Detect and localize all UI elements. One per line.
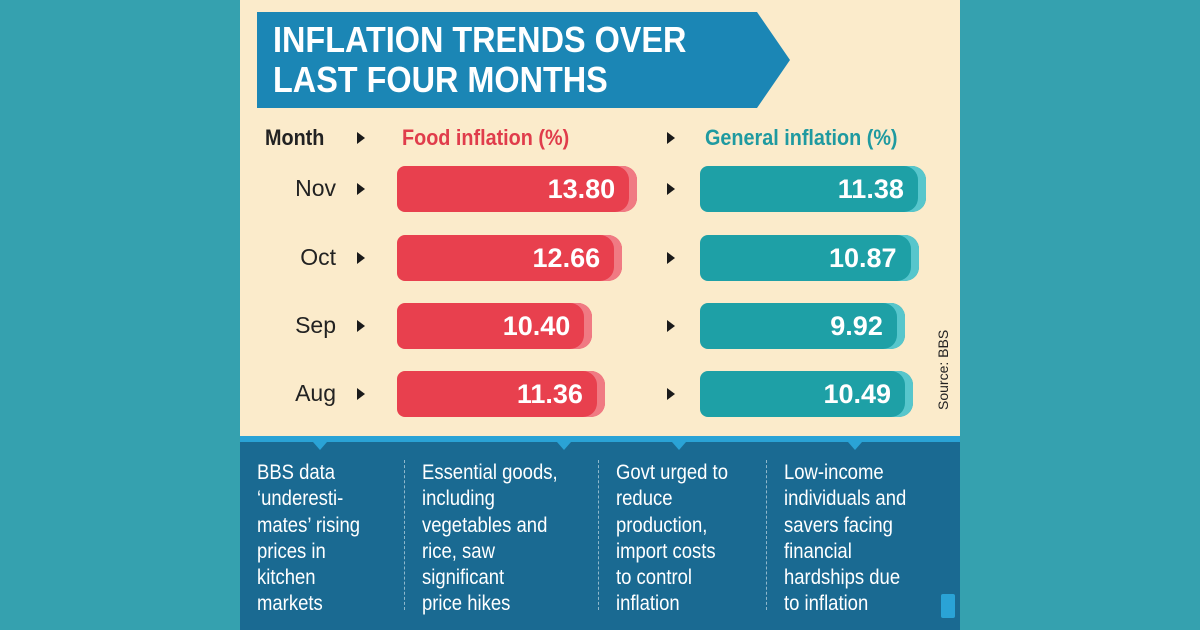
divider xyxy=(598,460,599,610)
food-inflation-bar: 13.80 xyxy=(397,166,638,212)
arrow-icon xyxy=(357,320,365,332)
month-label: Aug xyxy=(295,380,336,406)
pointer-icon xyxy=(672,442,686,450)
arrow-icon xyxy=(667,388,675,400)
food-inflation-bar: 11.36 xyxy=(397,371,605,417)
arrow-icon xyxy=(357,388,365,400)
arrow-icon xyxy=(667,132,675,144)
source-label: Source: BBS xyxy=(935,329,951,410)
food-inflation-bar: 12.66 xyxy=(397,235,623,281)
month-label: Oct xyxy=(300,244,336,270)
note-text: Low-income individuals and savers facing… xyxy=(784,461,907,616)
arrow-icon xyxy=(667,183,675,195)
food-inflation-bar: 10.40 xyxy=(397,303,593,349)
logo-icon xyxy=(941,594,955,618)
general-inflation-bar: 11.38 xyxy=(700,166,926,212)
note-text: Essential goods, including vegetables an… xyxy=(422,461,558,616)
pointer-icon xyxy=(313,442,327,450)
note-text: BBS data ‘underesti- mates’ rising price… xyxy=(257,461,361,616)
general-inflation-bar: 9.92 xyxy=(700,303,905,349)
header-food: Food inflation (%) xyxy=(402,125,570,150)
note-text: Govt urged to reduce production, import … xyxy=(616,461,728,616)
general-inflation-bar: 10.87 xyxy=(700,235,919,281)
header-month: Month xyxy=(265,125,325,150)
arrow-icon xyxy=(667,252,675,264)
month-label: Nov xyxy=(295,175,336,201)
general-inflation-bar: 10.49 xyxy=(700,371,914,417)
header-general: General inflation (%) xyxy=(705,125,898,150)
title-banner xyxy=(257,12,790,108)
divider xyxy=(404,460,405,610)
arrow-icon xyxy=(357,252,365,264)
arrow-icon xyxy=(357,183,365,195)
month-label: Sep xyxy=(295,312,336,338)
divider xyxy=(766,460,767,610)
pointer-icon xyxy=(848,442,862,450)
arrow-icon xyxy=(357,132,365,144)
notes-section xyxy=(240,436,960,630)
arrow-icon xyxy=(667,320,675,332)
chart-title: INFLATION TRENDS OVER LAST FOUR MONTHS xyxy=(273,19,687,100)
pointer-icon xyxy=(557,442,571,450)
